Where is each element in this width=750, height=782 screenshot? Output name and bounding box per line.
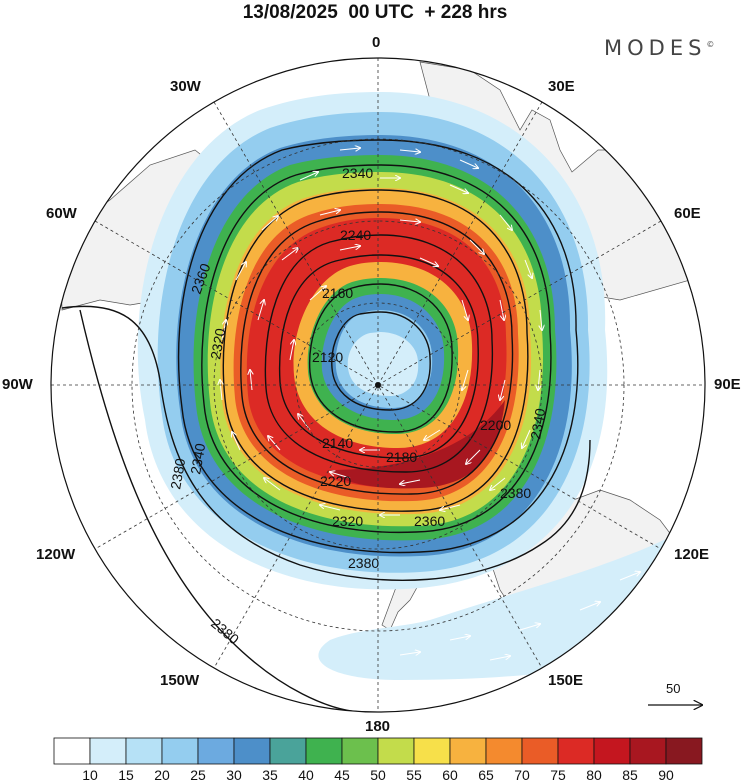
jet-core-90 [330,400,505,489]
colorbar-tick-label: 10 [82,767,98,782]
south-pole-dot [375,382,381,388]
lon-label-90e: 90E [714,376,741,393]
contour-label: 2380 [167,457,188,491]
contour-2280 [240,211,514,495]
contour-label: 2240 [340,227,371,243]
lon-label-60w: 60W [46,205,77,222]
colorbar-swatch [665,737,703,765]
contour-2240 [264,234,494,473]
lon-label-120e: 120E [674,546,710,563]
colorbar-tick-label: 90 [658,767,674,782]
colorbar-tick-label: 60 [442,767,458,782]
colorbar-tick-label: 70 [514,767,530,782]
contour-label-group: 2340 2360 2240 2160 2120 2140 2180 2220 … [167,165,548,647]
contour-2380-south [79,309,361,712]
colorbar-swatch [197,737,235,765]
colorbar-tick-label: 65 [478,767,494,782]
lon-label-0: 0 [372,34,381,51]
contour-label: 2160 [322,285,353,301]
colorbar-swatch [377,737,415,765]
contour-label: 2220 [320,473,351,489]
lon-label-60e: 60E [674,205,701,222]
colorbar-tick-label: 50 [370,767,386,782]
contour-2340 [201,164,552,534]
colorbar-swatch [233,737,271,765]
colorbar-swatch [521,737,559,765]
colorbar-tick-label: 40 [298,767,314,782]
colorbar-tick-label: 30 [226,767,242,782]
colorbar-swatch [629,737,667,765]
contour-2380 [61,305,591,581]
colorbar-swatch [557,737,595,765]
brand-logo: MODES© [604,36,714,60]
colorbar-tick-label: 20 [154,767,170,782]
colorbar-swatch [269,737,307,765]
polar-calm [347,332,419,396]
contour-2120 [331,311,431,411]
colorbar-swatch [449,737,487,765]
contour-2360 [177,139,579,554]
contour-label: 2200 [480,417,511,433]
colorbar-tick-label: 75 [550,767,566,782]
colorbar-swatch [485,737,523,765]
colorbar-swatch [89,737,127,765]
brand-name: MODES [604,36,707,60]
lon-label-30w: 30W [170,78,201,95]
contour-label: 2180 [386,449,417,465]
map-title: 13/08/2025 00 UTC + 228 hrs [242,2,508,23]
contour-label: 2380 [348,555,379,571]
colorbar-tick-label: 25 [190,767,206,782]
colorbar-tick-labels: 10 15 20 25 30 35 40 45 50 55 60 65 70 75 80 85 90 [82,767,674,782]
colorbar-swatch [413,737,451,765]
wind-vectors [220,148,640,661]
contour-label: 2360 [414,513,445,529]
contour-label: 2340 [187,442,208,476]
reference-vector-label: 50 [666,681,680,696]
colorbar-swatch [161,737,199,765]
contour-label: 2320 [332,513,363,529]
map-border [50,57,706,713]
colorbar-tick-label: 45 [334,767,350,782]
colorbar-tick-label: 35 [262,767,278,782]
colorbar-tick-label: 80 [586,767,602,782]
colorbar-swatch [53,737,91,765]
colorbar-swatch [341,737,379,765]
map-disk [51,58,705,712]
contour-label: 2340 [342,165,373,181]
colorbar-swatch [305,737,343,765]
copyright-mark: © [706,40,715,49]
contour-label: 2340 [527,407,548,441]
colorbar-tick-label: 55 [406,767,422,782]
contour-label: 2120 [312,349,343,365]
contour-label: 2140 [322,435,353,451]
lon-label-90w: 90W [2,376,33,393]
contour-2160 [308,283,453,433]
colorbar-swatch [593,737,631,765]
lon-label-120w: 120W [36,546,76,563]
contour-label: 2380 [500,485,531,501]
colorbar-tick-label: 85 [622,767,638,782]
lon-label-150e: 150E [548,672,584,689]
contour-label: 2320 [207,327,228,361]
colorbar-swatch [125,737,163,765]
lon-label-150w: 150W [160,672,200,689]
lon-label-30e: 30E [548,78,575,95]
lon-label-180: 180 [365,718,391,735]
contour-2200 [278,254,479,459]
height-contours [61,139,591,712]
colorbar-swatches [53,737,703,765]
colorbar-tick-label: 15 [118,767,134,782]
